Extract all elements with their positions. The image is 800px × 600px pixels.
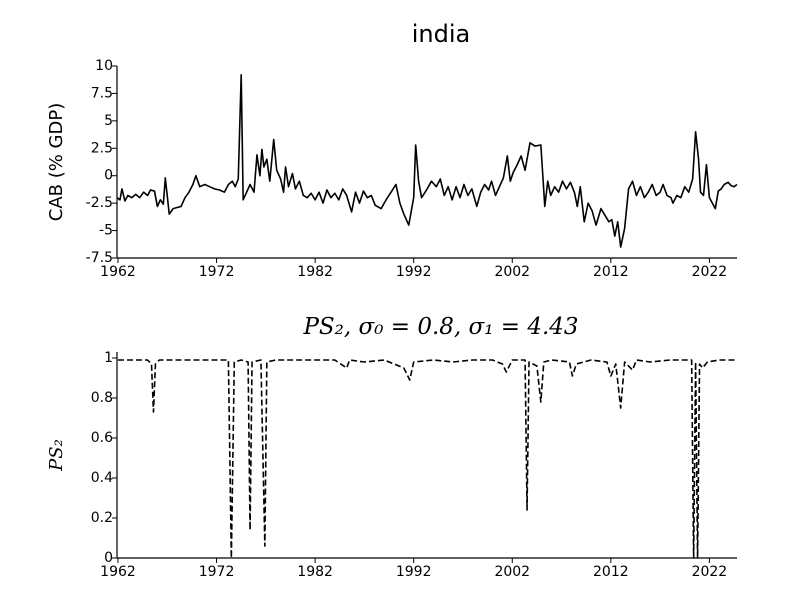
x-tick-label: 1992 bbox=[396, 264, 432, 280]
y-tick-label: 0 bbox=[104, 550, 113, 566]
chart-title: PS₂, σ₀ = 0.8, σ₁ = 4.43 bbox=[302, 314, 578, 340]
y-tick-label: 10 bbox=[95, 58, 113, 74]
y-axis-label: CAB (% GDP) bbox=[46, 103, 67, 222]
y-tick-label: 0.4 bbox=[91, 470, 113, 486]
x-tick-label: 1982 bbox=[297, 564, 333, 580]
x-tick-label: 2022 bbox=[692, 264, 728, 280]
x-tick-label: 2002 bbox=[494, 264, 530, 280]
y-tick-label: -7.5 bbox=[86, 250, 113, 266]
x-tick-label: 1972 bbox=[199, 564, 235, 580]
y-tick-label: 1 bbox=[104, 350, 113, 366]
x-tick-label: 2012 bbox=[593, 264, 629, 280]
x-tick-label: 2012 bbox=[593, 564, 629, 580]
y-tick-label: -2.5 bbox=[86, 195, 113, 211]
y-tick-label: 2.5 bbox=[91, 140, 113, 156]
y-axis-label: PS₂ bbox=[46, 439, 67, 472]
x-tick-label: 2022 bbox=[692, 564, 728, 580]
y-tick-label: 0.8 bbox=[91, 390, 113, 406]
y-tick-label: 0 bbox=[104, 168, 113, 184]
y-tick-label: 7.5 bbox=[91, 85, 113, 101]
chart-title: india bbox=[412, 20, 471, 48]
y-tick-label: 5 bbox=[104, 113, 113, 129]
data-line bbox=[117, 359, 737, 559]
y-tick-label: 0.6 bbox=[91, 430, 113, 446]
x-tick-label: 1962 bbox=[100, 564, 136, 580]
x-tick-label: 2002 bbox=[494, 564, 530, 580]
data-line bbox=[116, 73, 738, 248]
x-tick-label: 1982 bbox=[297, 264, 333, 280]
y-tick-label: 0.2 bbox=[91, 510, 113, 526]
x-tick-label: 1972 bbox=[199, 264, 235, 280]
x-tick-label: 1992 bbox=[396, 564, 432, 580]
y-tick-label: -5 bbox=[99, 223, 113, 239]
x-tick-label: 1962 bbox=[100, 264, 136, 280]
